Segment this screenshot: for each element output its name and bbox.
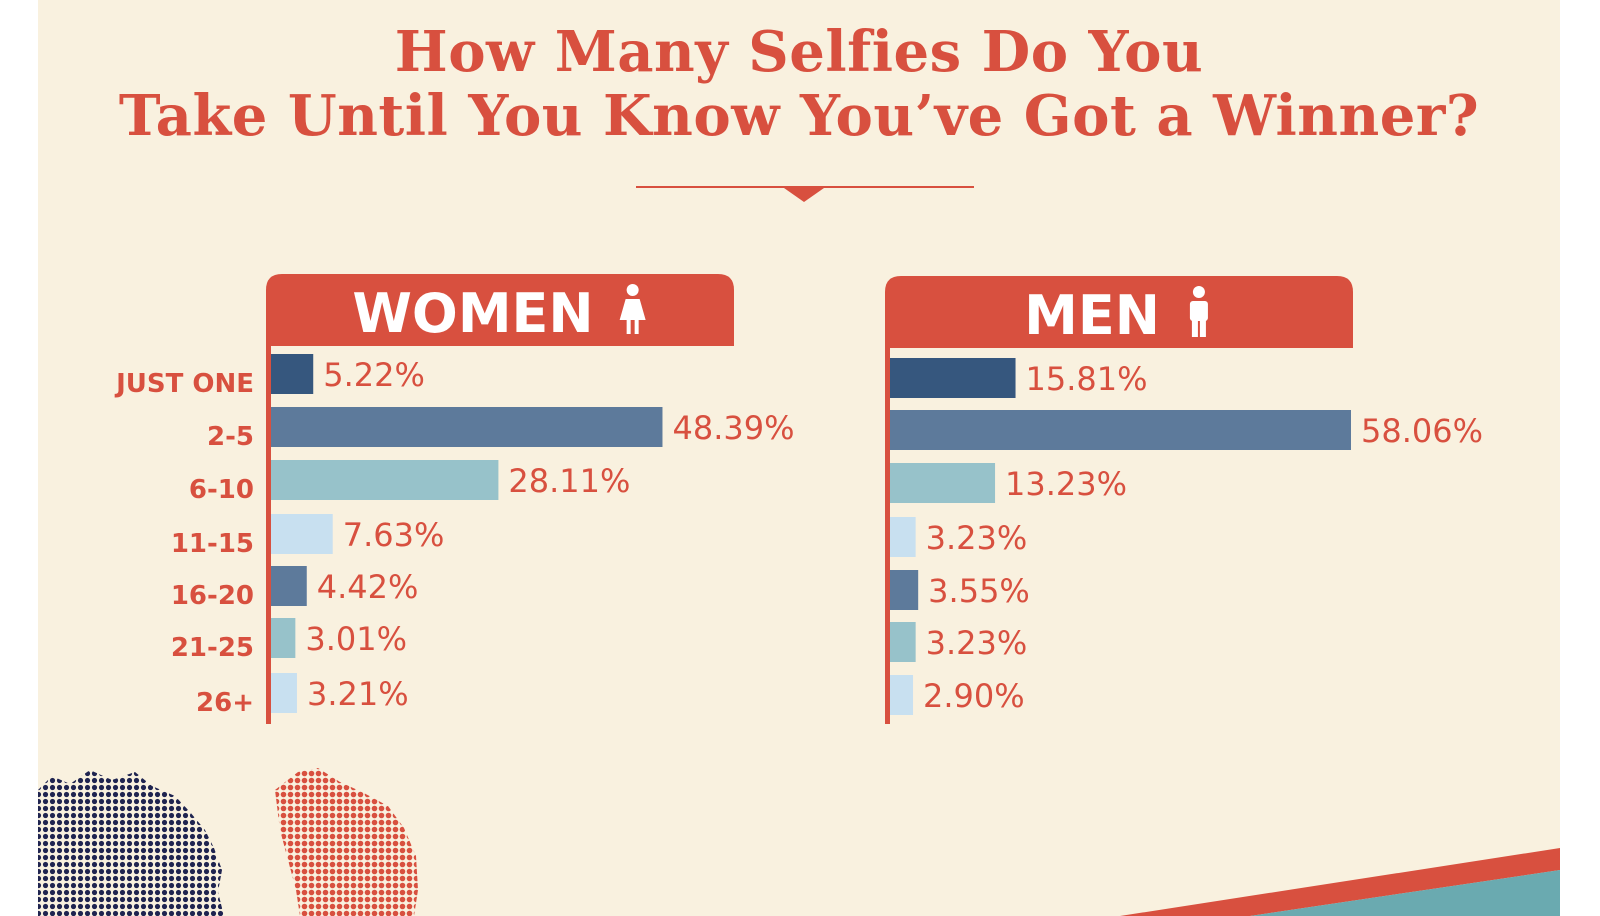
female-figure-icon — [619, 284, 646, 334]
women-bar-5 — [271, 566, 307, 606]
hand-illustration — [275, 768, 418, 916]
men-value-label-7: 2.90% — [923, 677, 1025, 715]
men-bar-3 — [890, 463, 996, 503]
category-label-7: 26+ — [196, 688, 254, 718]
men-bar-5 — [890, 570, 919, 610]
women-bar-3 — [271, 460, 499, 500]
men-bar-7 — [890, 675, 914, 715]
men-axis-line — [885, 348, 890, 724]
men-bar-2 — [890, 410, 1351, 450]
men-value-label-2: 58.06% — [1361, 412, 1483, 450]
category-label-3: 6-10 — [189, 475, 254, 505]
title-line-1: How Many Selfies Do You — [394, 19, 1204, 85]
category-label-1: JUST ONE — [114, 369, 254, 399]
women-header-tab — [266, 274, 734, 346]
bottom-stripe-red — [1120, 848, 1560, 916]
men-value-label-5: 3.55% — [928, 572, 1030, 610]
infographic-panel: How Many Selfies Do You Take Until You K… — [38, 0, 1560, 916]
women-header-title: WOMEN — [352, 282, 593, 345]
women-bar-6 — [271, 618, 296, 658]
men-value-label-6: 3.23% — [926, 624, 1028, 662]
women-value-label-6: 3.01% — [305, 620, 407, 658]
women-axis-line — [266, 346, 271, 724]
women-value-label-4: 7.63% — [343, 516, 445, 554]
women-value-label-3: 28.11% — [508, 462, 630, 500]
men-value-label-4: 3.23% — [926, 519, 1028, 557]
bottom-stripe-teal — [1250, 870, 1560, 916]
title-divider — [636, 186, 974, 188]
women-value-label-1: 5.22% — [323, 356, 425, 394]
men-value-label-1: 15.81% — [1026, 360, 1148, 398]
hair-illustration — [38, 770, 224, 916]
category-label-5: 16-20 — [171, 581, 254, 611]
women-bar-7 — [271, 673, 297, 713]
category-label-2: 2-5 — [207, 422, 254, 452]
men-bar-1 — [890, 358, 1016, 398]
women-bar-1 — [271, 354, 314, 394]
divider-arrow-icon — [784, 188, 824, 202]
women-bar-2 — [271, 407, 663, 447]
women-value-label-2: 48.39% — [672, 409, 794, 447]
male-figure-icon — [1189, 286, 1208, 337]
chart-title: How Many Selfies Do You Take Until You K… — [38, 20, 1560, 148]
women-value-label-5: 4.42% — [317, 568, 419, 606]
men-header-tab — [885, 276, 1353, 348]
category-label-6: 21-25 — [171, 633, 254, 663]
women-value-label-7: 3.21% — [307, 675, 409, 713]
men-bar-6 — [890, 622, 916, 662]
category-label-4: 11-15 — [171, 529, 254, 559]
title-line-2: Take Until You Know You’ve Got a Winner? — [118, 83, 1480, 149]
men-bar-4 — [890, 517, 916, 557]
men-header-title: MEN — [1024, 284, 1160, 347]
men-value-label-3: 13.23% — [1005, 465, 1127, 503]
women-bar-4 — [271, 514, 333, 554]
